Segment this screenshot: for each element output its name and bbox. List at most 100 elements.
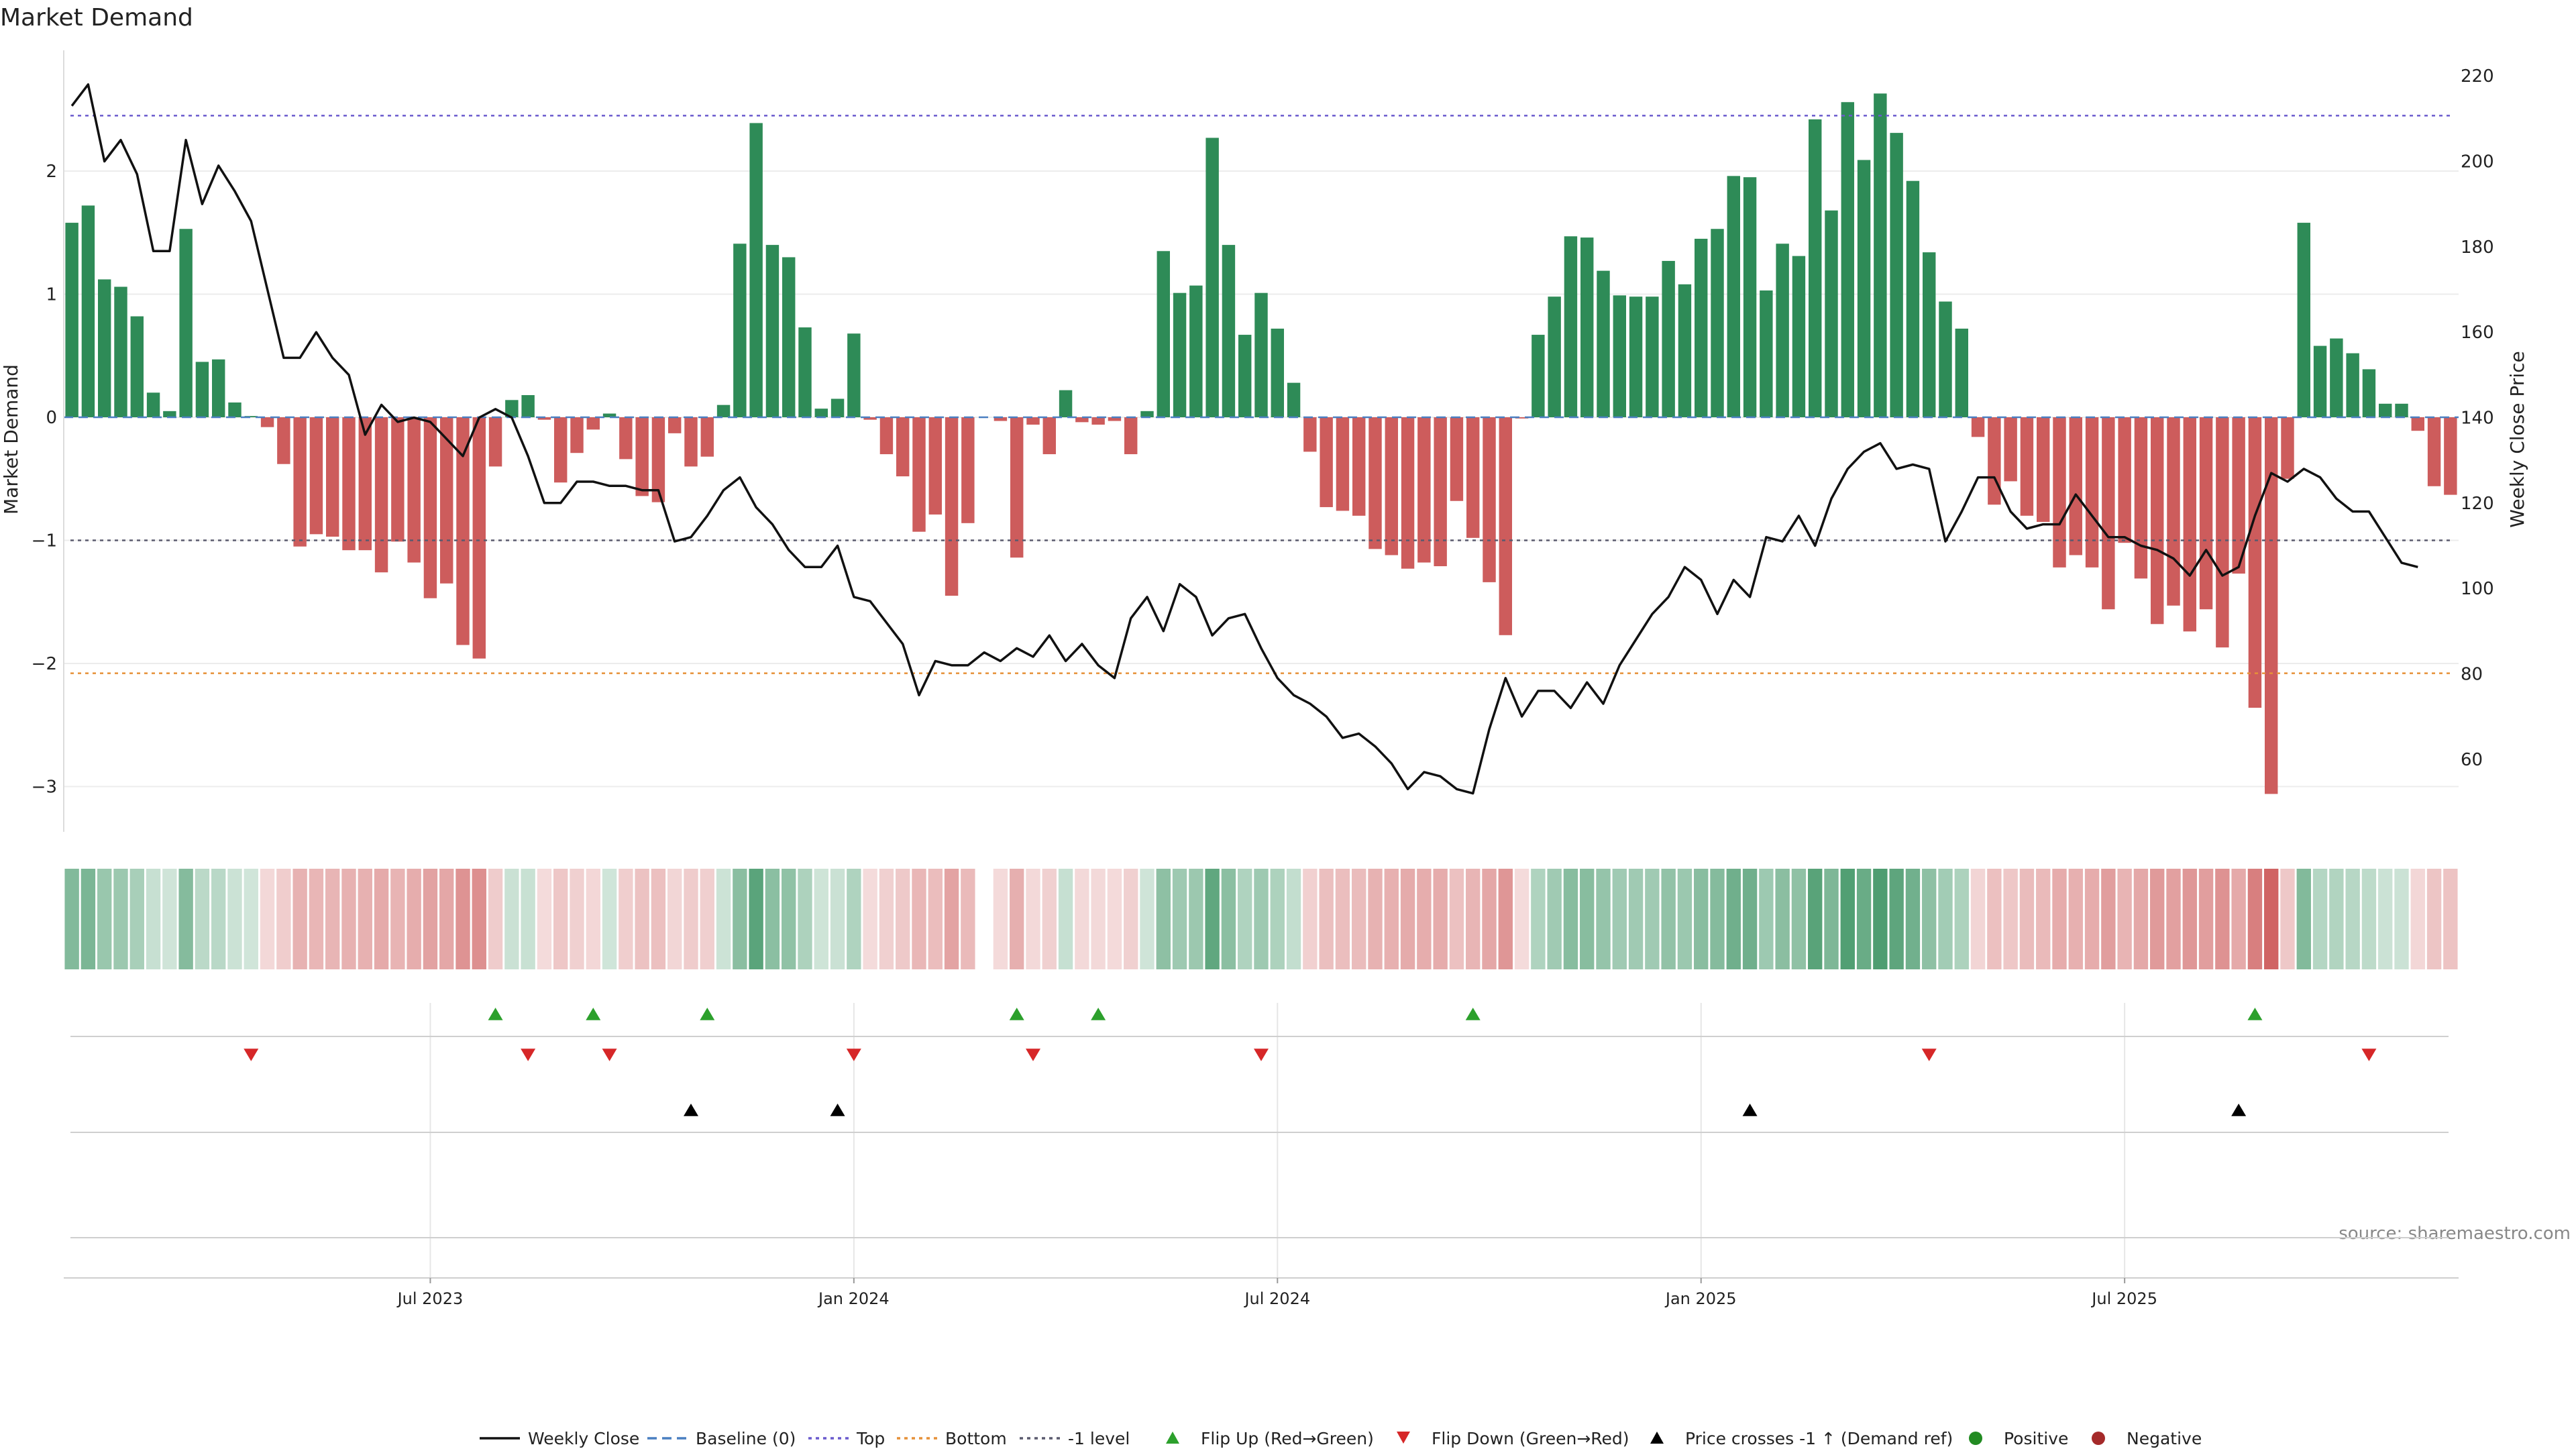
flip-up-marker (1465, 1008, 1481, 1020)
positive-demand-bar (1580, 237, 1594, 417)
negative-demand-bar (1401, 417, 1415, 569)
positive-demand-bar (2313, 345, 2327, 417)
positive-demand-bar (798, 327, 812, 417)
positive-demand-bar (1695, 238, 1708, 417)
heat-strip-cell-positive (504, 869, 519, 969)
heat-strip-cell-positive (244, 869, 258, 969)
negative-demand-bar (928, 417, 942, 515)
flip-up-marker (2247, 1008, 2263, 1020)
chart-title: Market Demand (0, 4, 193, 32)
negative-demand-bar (668, 417, 682, 433)
demand-bars (65, 93, 2457, 794)
heat-strip-cell-negative (2410, 869, 2425, 969)
right-tick-label: 120 (2461, 494, 2494, 514)
left-tick-label: −1 (32, 531, 57, 551)
positive-demand-bar (1205, 138, 1219, 417)
right-tick-label: 80 (2461, 664, 2483, 684)
positive-demand-bar (749, 123, 763, 417)
heat-strip-cell-negative (2247, 869, 2263, 969)
heat-strip-cell-positive (1791, 869, 1807, 969)
weekly-close-line (70, 83, 2418, 795)
x-tick-label: Jul 2023 (396, 1289, 464, 1308)
negative-demand-bar (1385, 417, 1398, 555)
negative-demand-bar (700, 417, 714, 457)
heat-strip-cell-negative (537, 869, 552, 969)
heat-strip-cell-positive (178, 869, 193, 969)
negative-demand-bar (684, 417, 698, 467)
heat-strip-cell-positive (749, 869, 763, 969)
positive-demand-bar (146, 392, 160, 417)
heat-strip-cell-negative (1124, 869, 1138, 969)
heat-strip-cell-negative (2215, 869, 2230, 969)
negative-demand-bar (1320, 417, 1333, 507)
demand-heat-strip (64, 869, 2458, 969)
heat-strip-cell-negative (292, 869, 307, 969)
heat-strip-cell-negative (455, 869, 470, 969)
heat-strip-cell-negative (1042, 869, 1057, 969)
flip-down-marker (602, 1049, 617, 1061)
positive-demand-bar (1841, 102, 1854, 418)
negative-demand-bar (994, 417, 1008, 421)
legend-swatch-triangle-down (1397, 1432, 1410, 1444)
negative-demand-bar (1352, 417, 1366, 516)
negative-demand-bar (2411, 417, 2424, 431)
flip-down-marker (2361, 1049, 2377, 1061)
flip-up-marker (1091, 1008, 1106, 1020)
heat-strip-cell-negative (2264, 869, 2279, 969)
negative-demand-bar (1124, 417, 1138, 455)
heat-strip-cell-negative (1026, 869, 1040, 969)
heat-strip-cell-negative (1384, 869, 1399, 969)
negative-demand-bar (2183, 417, 2196, 632)
heat-strip-cell-negative (2150, 869, 2165, 969)
heat-strip-cell-positive (1954, 869, 1969, 969)
legend-swatch-triangle-up (1650, 1432, 1664, 1444)
negative-demand-bar (2118, 417, 2131, 543)
positive-demand-bar (1678, 284, 1692, 417)
negative-demand-bar (2134, 417, 2148, 579)
heat-strip-cell-positive (1889, 869, 1904, 969)
positive-demand-bar (1727, 176, 1740, 417)
left-tick-label: 2 (46, 162, 57, 182)
positive-demand-bar (2346, 353, 2359, 417)
negative-demand-bar (342, 417, 356, 551)
heat-strip-cell-positive (847, 869, 861, 969)
heat-strip-cell-negative (651, 869, 666, 969)
heat-strip-cell-negative (2198, 869, 2214, 969)
positive-demand-bar (228, 402, 241, 417)
positive-demand-bar (1189, 285, 1203, 417)
positive-demand-bar (814, 409, 828, 417)
positive-demand-bar (1743, 177, 1757, 417)
negative-demand-bar (2427, 417, 2441, 486)
positive-demand-bar (65, 223, 78, 417)
x-tick-label: Jan 2024 (817, 1289, 890, 1308)
heat-strip-cell-negative (488, 869, 503, 969)
heat-strip-cell-positive (1612, 869, 1627, 969)
price-line-layer (70, 83, 2418, 795)
negative-demand-bar (961, 417, 975, 523)
negative-demand-bar (1336, 417, 1350, 511)
heat-strip-cell-negative (1417, 869, 1432, 969)
legend-swatch-dot (2092, 1432, 2105, 1445)
negative-demand-bar (879, 417, 894, 455)
positive-demand-bar (1711, 229, 1724, 417)
heat-strip-cell-positive (113, 869, 128, 969)
heat-strip-cell-positive (211, 869, 226, 969)
positive-demand-bar (505, 400, 519, 417)
negative-demand-bar (1108, 417, 1122, 421)
negative-demand-bar (488, 417, 502, 467)
positive-demand-bar (733, 244, 747, 417)
heat-strip-cell-negative (2182, 869, 2197, 969)
heat-strip-cell-negative (2117, 869, 2132, 969)
negative-demand-bar (1515, 417, 1529, 419)
heat-strip-cell-positive (1840, 869, 1855, 969)
heat-strip-cell-negative (2068, 869, 2083, 969)
heat-strip-cell-negative (553, 869, 568, 969)
heat-strip-cell-negative (407, 869, 421, 969)
heat-strip-cell-positive (1759, 869, 1774, 969)
negative-demand-bar (2151, 417, 2164, 625)
heat-strip-cell-positive (1710, 869, 1725, 969)
negative-demand-bar (537, 417, 551, 420)
negative-demand-bar (358, 417, 372, 551)
heat-strip-cell-positive (1058, 869, 1073, 969)
